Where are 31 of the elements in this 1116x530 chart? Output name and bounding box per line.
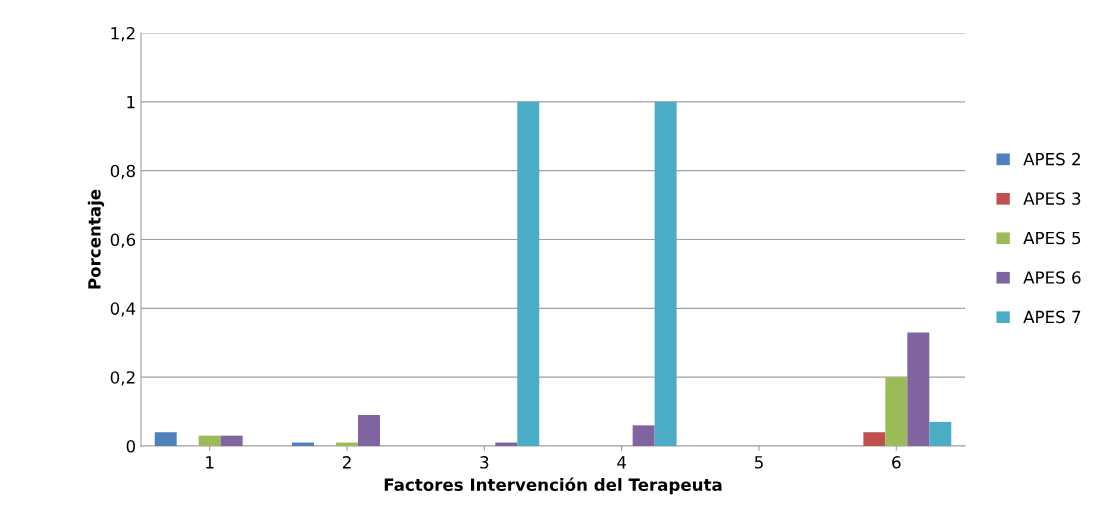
- bar: [517, 101, 540, 446]
- bar: [654, 101, 677, 446]
- legend-label: APES 7: [1023, 310, 1081, 324]
- bar: [929, 421, 952, 446]
- legend-label: APES 3: [1023, 192, 1081, 205]
- legend-label: APES 6: [1023, 271, 1081, 284]
- legend-label: APES 2: [1023, 152, 1080, 166]
- y-tick-label: 1,2: [111, 26, 135, 42]
- bar: [632, 425, 655, 446]
- x-tick-label: 3: [480, 456, 489, 469]
- y-axis-title: Porcentaje: [87, 189, 105, 289]
- x-tick-label: 2: [342, 456, 351, 469]
- y-tick-label: 0,8: [110, 164, 135, 179]
- y-tick-label: 0: [126, 439, 136, 453]
- x-tick-label: 6: [892, 456, 901, 469]
- x-tick-label: 1: [206, 456, 214, 469]
- bar: [154, 432, 177, 446]
- bar: [198, 435, 221, 446]
- bar: [220, 435, 243, 446]
- bar: [907, 332, 930, 446]
- y-tick-label: 1: [127, 96, 135, 109]
- y-tick-label: 0,6: [110, 233, 136, 248]
- legend-label: APES 5: [1023, 231, 1081, 245]
- x-tick-label: 5: [754, 456, 763, 469]
- bar: [863, 432, 886, 446]
- y-tick-label: 0,2: [110, 371, 135, 386]
- x-tick-label: 4: [617, 456, 627, 469]
- y-tick-label: 0,4: [110, 302, 136, 317]
- x-axis-title: Factores Intervención del Terapeuta: [384, 477, 722, 495]
- bar: [885, 377, 908, 446]
- bar: [357, 415, 380, 446]
